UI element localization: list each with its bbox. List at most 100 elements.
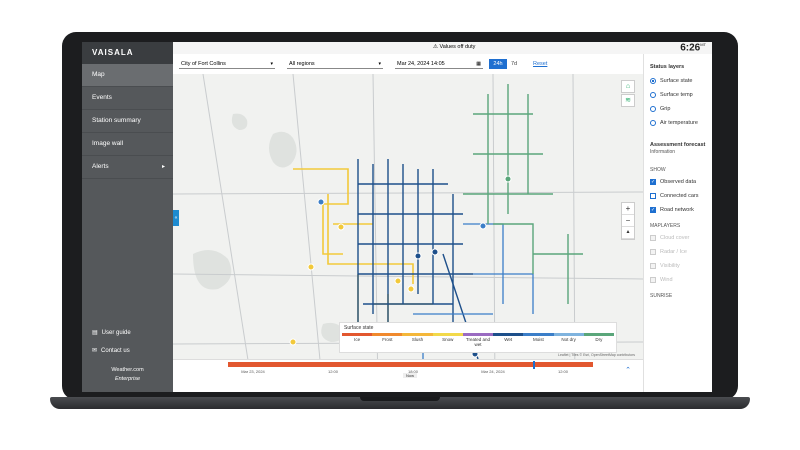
checkbox[interactable] bbox=[650, 235, 656, 241]
legend-swatch bbox=[402, 333, 433, 336]
chevron-down-icon: ▾ bbox=[378, 60, 381, 67]
home-icon[interactable]: ⌂ bbox=[621, 80, 635, 93]
check-radar[interactable]: Radar / Ice bbox=[644, 245, 712, 259]
chevron-up-icon[interactable]: ⌃ bbox=[625, 367, 631, 374]
legend-swatch bbox=[553, 333, 584, 336]
footer-line: Enterprise bbox=[114, 376, 141, 382]
radio-button[interactable] bbox=[650, 120, 656, 126]
laptop-notch bbox=[360, 397, 440, 401]
legend-label: Snow bbox=[442, 337, 454, 342]
range-7d-button[interactable]: 7d bbox=[511, 61, 518, 67]
status-message: ⚠ Values off duty bbox=[433, 44, 476, 50]
filter-bar: City of Fort Collins ▾ All regions ▾ Mar 2… bbox=[173, 54, 643, 75]
legend-label: Treated and wet bbox=[465, 337, 491, 347]
sidebar-item-map[interactable]: Map bbox=[82, 64, 173, 87]
check-visibility[interactable]: Visibility bbox=[644, 259, 712, 273]
checkbox[interactable] bbox=[650, 263, 656, 269]
sidebar-item-label: Image wall bbox=[92, 140, 124, 147]
clock-time: 6:26 bbox=[680, 42, 701, 54]
legend-color-bar bbox=[342, 333, 614, 336]
chevron-right-icon: ▸ bbox=[161, 164, 165, 170]
timeline-tick: 12:00 bbox=[327, 369, 338, 374]
road-segments-dry bbox=[463, 84, 583, 304]
show-label: SHOW bbox=[650, 167, 666, 173]
zoom-in-button[interactable]: + bbox=[622, 203, 634, 215]
timeline-tick: 12:00 bbox=[557, 369, 568, 374]
status-text: Values off duty bbox=[439, 44, 476, 50]
legend-label: Ice bbox=[354, 337, 361, 342]
region-select[interactable]: All regions ▾ bbox=[287, 59, 383, 69]
layer-label: Surface state bbox=[660, 78, 693, 84]
layer-radio-surface-state[interactable]: Surface state bbox=[644, 74, 712, 88]
check-wind[interactable]: Wind bbox=[644, 273, 712, 287]
contact-us-link[interactable]: ✉ Contact us bbox=[82, 342, 173, 360]
legend-label: Dry bbox=[595, 337, 603, 342]
timeline-bar[interactable] bbox=[228, 362, 593, 367]
sidebar-item-label: Events bbox=[92, 94, 112, 101]
timeline-thumb[interactable] bbox=[533, 361, 535, 369]
sidebar-collapse-toggle[interactable]: « bbox=[173, 210, 179, 226]
check-cloud-cover[interactable]: Cloud cover bbox=[644, 231, 712, 245]
road-segments-wet bbox=[357, 159, 479, 360]
date-picker[interactable]: Mar 24, 2024 14:05 ▦ bbox=[395, 59, 483, 69]
legend-label: Wet bbox=[504, 337, 513, 342]
check-label: Road network bbox=[660, 207, 694, 213]
calendar-icon: ▦ bbox=[476, 60, 481, 67]
legend-swatch bbox=[372, 333, 403, 336]
range-24h-button[interactable]: 24h bbox=[489, 59, 507, 69]
reset-link[interactable]: Reset bbox=[533, 61, 548, 67]
check-label: Wind bbox=[660, 277, 673, 283]
sidebar-item-alerts[interactable]: Alerts ▸ bbox=[82, 156, 173, 179]
forecast-section-title: Assessment forecast bbox=[650, 142, 706, 148]
map-terrain bbox=[193, 113, 344, 342]
legend-label: Slush bbox=[411, 337, 424, 342]
laptop-base bbox=[50, 397, 750, 409]
check-road-network[interactable]: ✓ Road network bbox=[644, 203, 712, 217]
checkbox[interactable]: ✓ bbox=[650, 207, 656, 213]
brand-logo: VAISALA bbox=[82, 42, 173, 64]
legend-swatch bbox=[523, 333, 554, 336]
check-connected-cars[interactable]: Connected cars bbox=[644, 189, 712, 203]
layer-label: Air temperature bbox=[660, 120, 698, 126]
sidebar-item-label: Alerts bbox=[92, 163, 109, 170]
city-value: City of Fort Collins bbox=[181, 60, 226, 67]
surface-state-legend: Surface state Ice Frost Slush Snow Treated a… bbox=[339, 322, 617, 353]
locate-button[interactable]: ▴ bbox=[622, 227, 634, 239]
sidebar-item-station-summary[interactable]: Station summary bbox=[82, 110, 173, 133]
radio-button[interactable] bbox=[650, 106, 656, 112]
checkbox[interactable]: ✓ bbox=[650, 179, 656, 185]
radio-button[interactable] bbox=[650, 92, 656, 98]
chevron-down-icon: ▾ bbox=[270, 60, 273, 67]
check-label: Observed data bbox=[660, 179, 697, 185]
layer-radio-surface-temp[interactable]: Surface temp bbox=[644, 88, 712, 102]
legend-swatch bbox=[432, 333, 463, 336]
app-screen: VAISALA Map Events Station summary Image… bbox=[82, 42, 712, 392]
user-guide-link[interactable]: ▤ User guide bbox=[82, 324, 173, 342]
radio-button[interactable] bbox=[650, 78, 656, 84]
layer-label: Grip bbox=[660, 106, 671, 112]
timeline-tick: Mar 24, 2024 bbox=[481, 369, 505, 374]
sidebar-bottom: ▤ User guide ✉ Contact us Weather.com Ente… bbox=[82, 324, 173, 392]
status-layers-title: Status layers bbox=[650, 64, 685, 70]
legend-swatch bbox=[583, 333, 614, 336]
book-icon: ▤ bbox=[92, 330, 98, 336]
layer-radio-grip[interactable]: Grip bbox=[644, 102, 712, 116]
layer-radio-air-temp[interactable]: Air temperature bbox=[644, 116, 712, 130]
zoom-out-button[interactable]: − bbox=[622, 215, 634, 227]
layers-panel: Status layers Surface state Surface temp… bbox=[643, 54, 712, 392]
timeline-ticks: Mar 23, 2024 12:00 18:00 Mar 24, 2024 12… bbox=[233, 369, 593, 383]
sidebar-item-label: Map bbox=[92, 71, 105, 78]
checkbox[interactable] bbox=[650, 249, 656, 255]
sidebar-item-events[interactable]: Events bbox=[82, 87, 173, 110]
city-select[interactable]: City of Fort Collins ▾ bbox=[179, 59, 275, 69]
timeline-tick: 18:00 bbox=[407, 369, 418, 374]
user-guide-label: User guide bbox=[101, 330, 131, 336]
checkbox[interactable] bbox=[650, 277, 656, 283]
check-observed-data[interactable]: ✓ Observed data bbox=[644, 175, 712, 189]
sidebar-item-image-wall[interactable]: Image wall bbox=[82, 133, 173, 156]
checkbox[interactable] bbox=[650, 193, 656, 199]
map-view[interactable]: ⌂ ≋ + − ▴ « Surface state Ice Frost Slush S… bbox=[173, 74, 643, 392]
date-value: Mar 24, 2024 14:05 bbox=[397, 60, 445, 67]
timeline-now-label[interactable]: Now bbox=[403, 373, 418, 378]
layers-icon[interactable]: ≋ bbox=[621, 94, 635, 107]
